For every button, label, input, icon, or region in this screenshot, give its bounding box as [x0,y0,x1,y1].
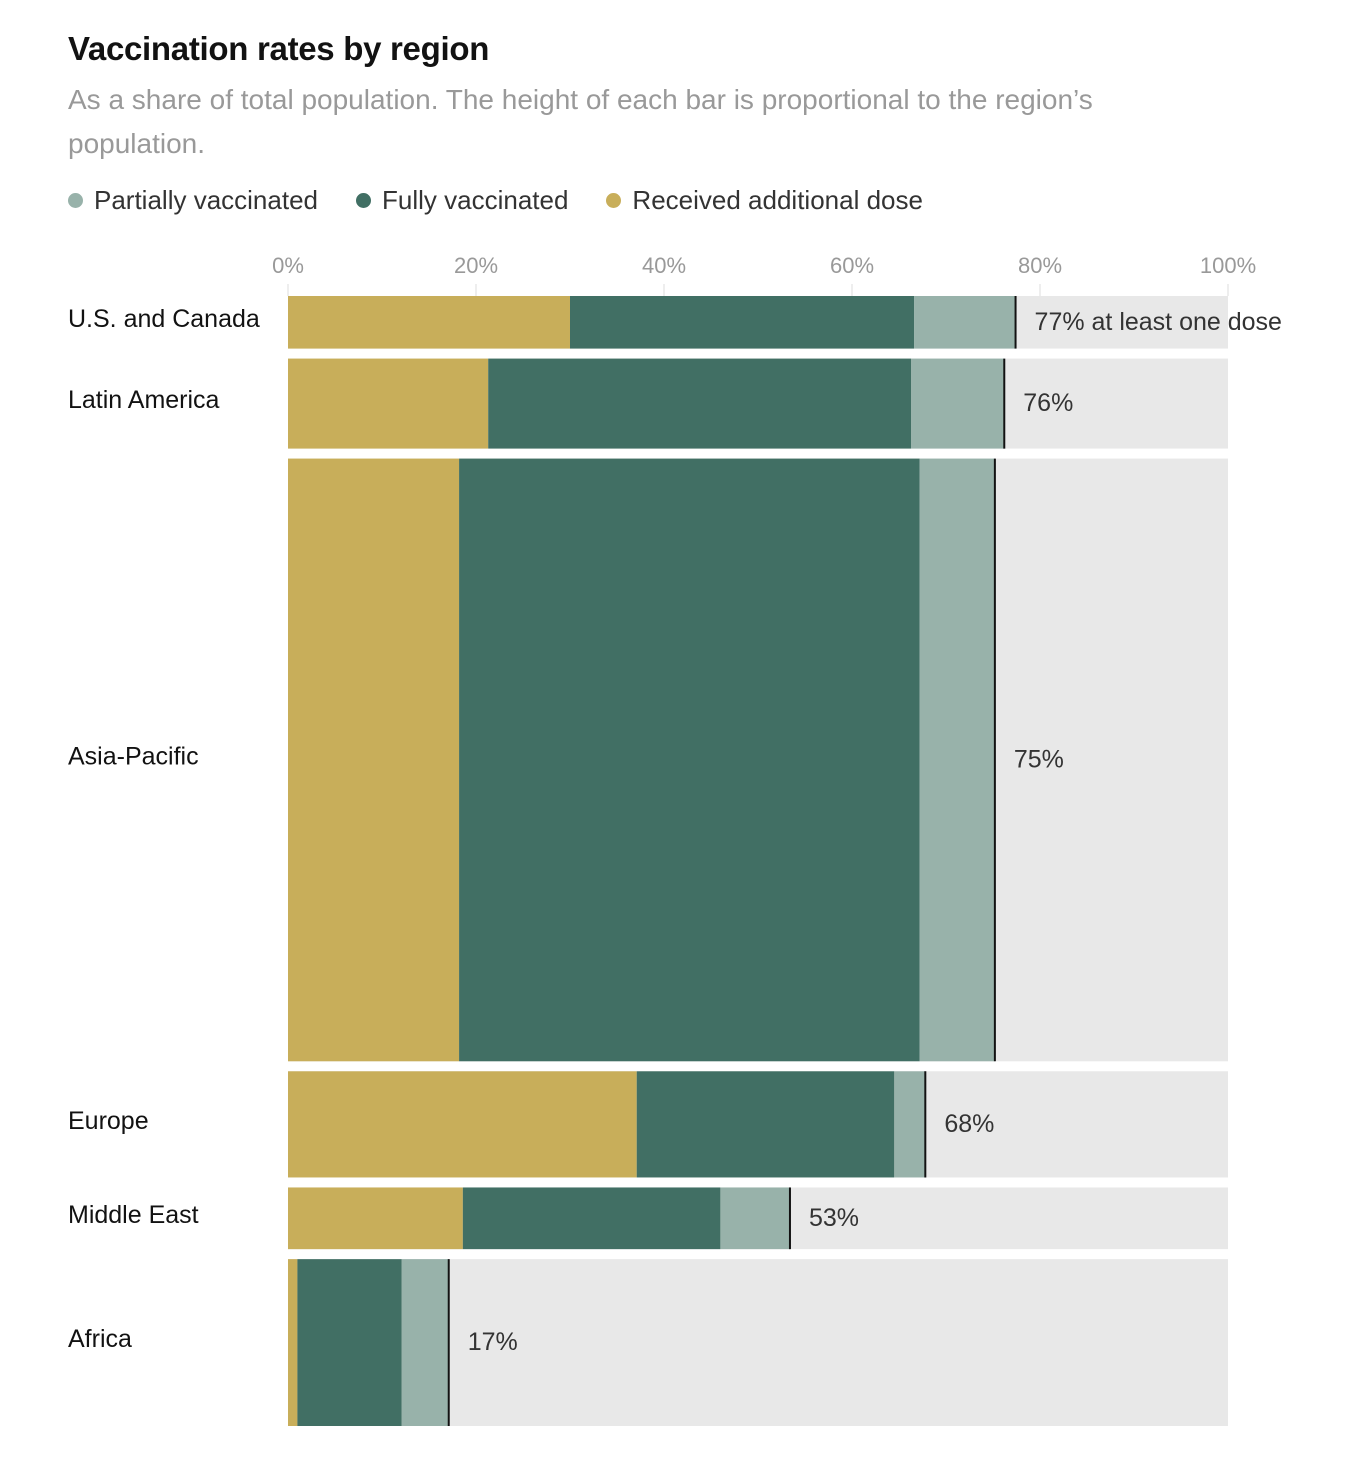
legend-item-partial: Partially vaccinated [68,185,318,216]
x-tick-label: 0% [272,253,304,278]
legend-item-fully: Fully vaccinated [356,185,568,216]
bar-segment-partial [911,358,1005,449]
region-label: Middle East [68,1201,199,1229]
bar-segment-fully [488,358,912,449]
value-label: 68% [944,1110,994,1138]
chart-subtitle: As a share of total population. The heig… [68,84,1093,159]
x-tick-label: 20% [454,253,498,278]
value-label: 76% [1023,389,1073,417]
legend-swatch-additional [606,192,622,208]
bar-segment-additional [288,358,489,449]
bar-segment-partial [894,1071,926,1178]
x-tick-label: 60% [830,253,874,278]
region-label: Latin America [68,386,220,414]
legend-label-partial: Partially vaccinated [94,184,318,215]
bar-segment-partial [401,1259,449,1426]
bar-segment-partial [720,1187,790,1250]
bar-segment-additional [288,296,570,349]
value-label: 75% [1014,746,1064,774]
value-label: 53% [809,1204,859,1232]
bar-segment-fully [462,1187,721,1250]
value-label: 77% at least one dose [1035,308,1282,336]
chart-title: Vaccination rates by region [68,30,490,67]
legend-swatch-fully [356,192,371,208]
x-tick-label: 100% [1200,253,1256,278]
bar-segment-partial [914,296,1016,349]
bar-segment-additional [288,1259,298,1426]
bar-segment-additional [288,1187,463,1250]
region-label: Africa [68,1325,132,1353]
bar-segment-partial [919,458,995,1062]
legend-item-additional: Received additional dose [606,185,923,216]
bar-segment-additional [288,1071,637,1178]
bar-segment-fully [297,1259,402,1426]
legend-swatch-partial [68,192,83,208]
legend-label-additional: Received additional dose [632,184,923,215]
region-label: U.S. and Canada [68,305,260,333]
region-label: Europe [68,1107,149,1135]
bar-segment-fully [570,296,915,349]
region-label: Asia-Pacific [68,743,199,771]
bar-segment-fully [636,1071,895,1178]
bar-segment-additional [288,458,460,1062]
x-tick-label: 40% [642,253,686,278]
bar-segment-fully [459,458,920,1062]
x-tick-label: 80% [1018,253,1062,278]
value-label: 17% [468,1328,518,1356]
legend: Partially vaccinated Fully vaccinated Re… [68,182,961,218]
legend-label-fully: Fully vaccinated [382,184,569,215]
